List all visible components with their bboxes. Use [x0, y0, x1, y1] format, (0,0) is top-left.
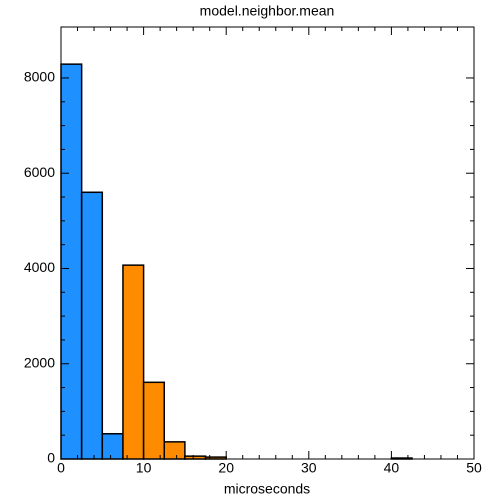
bar — [142, 381, 166, 460]
y-tick-label: 0 — [47, 450, 55, 466]
x-tick-label: 20 — [218, 460, 234, 476]
bar — [80, 191, 104, 460]
y-tick-label: 8000 — [24, 69, 55, 85]
bar — [60, 63, 83, 460]
y-tick-label: 2000 — [24, 354, 55, 370]
plot-frame — [60, 26, 475, 460]
y-tick-label: 4000 — [24, 259, 55, 275]
x-tick-label: 0 — [57, 460, 65, 476]
chart-title: model.neighbor.mean — [200, 3, 335, 19]
x-tick-label: 50 — [466, 460, 482, 476]
bar — [163, 441, 186, 460]
x-tick-label: 10 — [136, 460, 152, 476]
x-tick-label: 30 — [301, 460, 317, 476]
x-axis-label: microseconds — [224, 481, 310, 497]
bar — [122, 264, 145, 460]
bar — [101, 433, 124, 460]
y-tick-label: 6000 — [24, 164, 55, 180]
x-tick-label: 40 — [384, 460, 400, 476]
